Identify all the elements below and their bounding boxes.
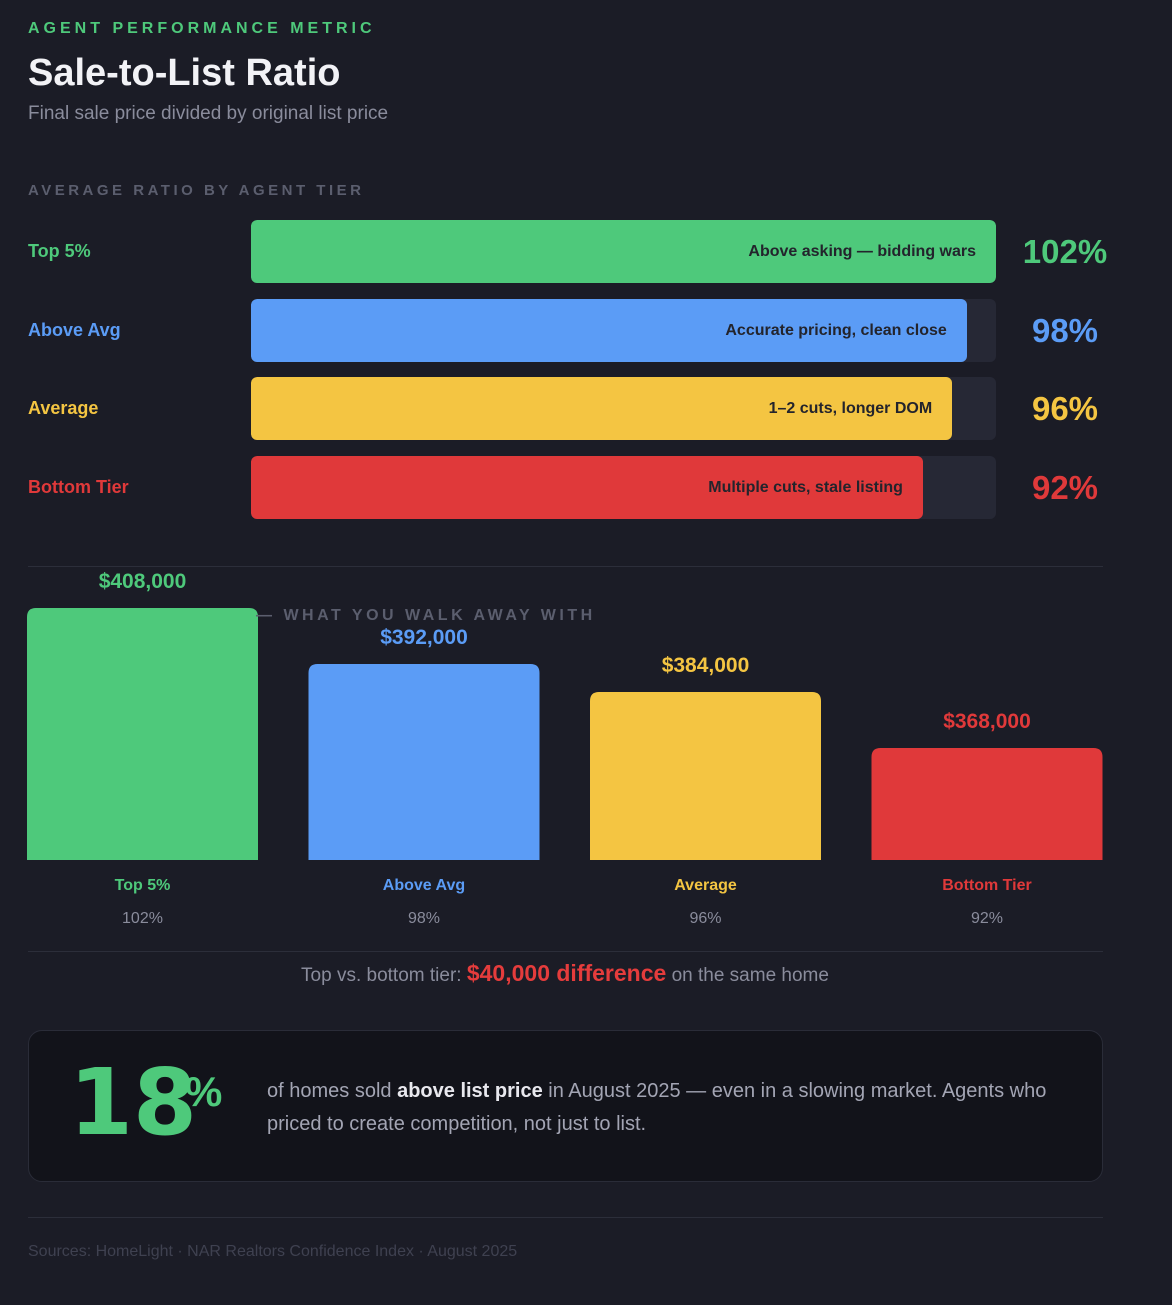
stat-text-post: in August 2025 — even in a slowing marke… (267, 1080, 1047, 1135)
stat-percent-sign: % (185, 1068, 223, 1115)
walk-away-ratio-label: 96% (689, 910, 721, 927)
difference-summary: Top vs. bottom tier: $40,000 difference … (0, 960, 1130, 987)
ratio-row-above-avg: Above Avg Accurate pricing, clean close … (0, 299, 1172, 362)
ratio-value: 96% (1031, 390, 1099, 427)
stat-text-pre: of homes sold (267, 1080, 392, 1102)
walk-away-category-label: Bottom Tier (942, 877, 1031, 894)
ratio-value: 92% (1031, 469, 1099, 506)
sources-footer: Sources: HomeLight · NAR Realtors Confid… (28, 1243, 518, 1260)
walk-away-ratio-label: 92% (971, 910, 1003, 927)
stat-callout-card: 18 % of homes sold above list price in A… (28, 1030, 1103, 1182)
walk-away-category-label: Top 5% (115, 877, 171, 894)
walk-away-ratio-label: 98% (408, 910, 440, 927)
walk-away-ratio-label: 102% (122, 910, 163, 927)
section-divider (28, 566, 1103, 567)
page-title: Sale-to-List Ratio (28, 52, 341, 94)
tier-label: Average (28, 398, 99, 418)
walk-away-value-label: $368,000 (943, 710, 1031, 733)
ratio-bar-track: 1–2 cuts, longer DOM (251, 377, 996, 440)
ratio-bar-note: 1–2 cuts, longer DOM (768, 399, 933, 417)
ratio-row-top: Top 5% Above asking — bidding wars 102% (0, 220, 1172, 283)
walk-away-value-label: $392,000 (380, 626, 468, 649)
difference-amount: $40,000 difference (466, 960, 667, 986)
difference-prefix: Top vs. bottom tier: (301, 965, 462, 986)
ratio-row-bottom: Bottom Tier Multiple cuts, stale listing… (0, 456, 1172, 519)
ratio-section-label: AVERAGE RATIO BY AGENT TIER (28, 182, 365, 199)
ratio-value: 98% (1031, 312, 1099, 349)
ratio-bar-note: Accurate pricing, clean close (725, 321, 947, 339)
difference-suffix: on the same home (671, 965, 829, 986)
walk-away-value-label: $384,000 (662, 654, 750, 677)
section-divider (28, 1217, 1103, 1218)
walk-away-bar (871, 748, 1103, 860)
ratio-bar-track: Multiple cuts, stale listing (251, 456, 996, 519)
tier-label: Bottom Tier (28, 477, 129, 497)
walk-away-value-label: $408,000 (99, 570, 187, 593)
ratio-bar: Multiple cuts, stale listing (251, 456, 923, 519)
ratio-bar: Above asking — bidding wars (251, 220, 996, 283)
walk-away-bar (590, 692, 821, 860)
eyebrow-label: AGENT PERFORMANCE METRIC (28, 20, 376, 37)
ratio-bar-note: Multiple cuts, stale listing (708, 478, 903, 496)
ratio-row-average: Average 1–2 cuts, longer DOM 96% (0, 377, 1172, 440)
walk-away-bar-chart: $408,000 Top 5% 102% $392,000 Above Avg 98% $3… (27, 570, 1103, 927)
ratio-bar-track: Accurate pricing, clean close (251, 299, 996, 362)
walk-away-category-label: Average (674, 877, 737, 894)
stat-number: 18 (69, 1049, 198, 1156)
ratio-bar-track: Above asking — bidding wars (251, 220, 996, 283)
walk-away-bar (27, 608, 258, 860)
section-divider (28, 951, 1103, 952)
page-subtitle: Final sale price divided by original lis… (28, 103, 389, 124)
walk-away-bar (308, 664, 540, 860)
ratio-value: 102% (1022, 233, 1108, 270)
walk-away-section-label: — WHAT YOU WALK AWAY WITH (256, 607, 596, 624)
ratio-bar: Accurate pricing, clean close (251, 299, 967, 362)
tier-label: Above Avg (28, 320, 121, 340)
ratio-bar: 1–2 cuts, longer DOM (251, 377, 953, 440)
stat-description: of homes sold above list price in August… (267, 1075, 1077, 1141)
tier-label: Top 5% (28, 241, 91, 261)
walk-away-category-label: Above Avg (383, 877, 465, 894)
stat-text-strong: above list price (397, 1080, 543, 1102)
ratio-bar-note: Above asking — bidding wars (748, 242, 976, 260)
